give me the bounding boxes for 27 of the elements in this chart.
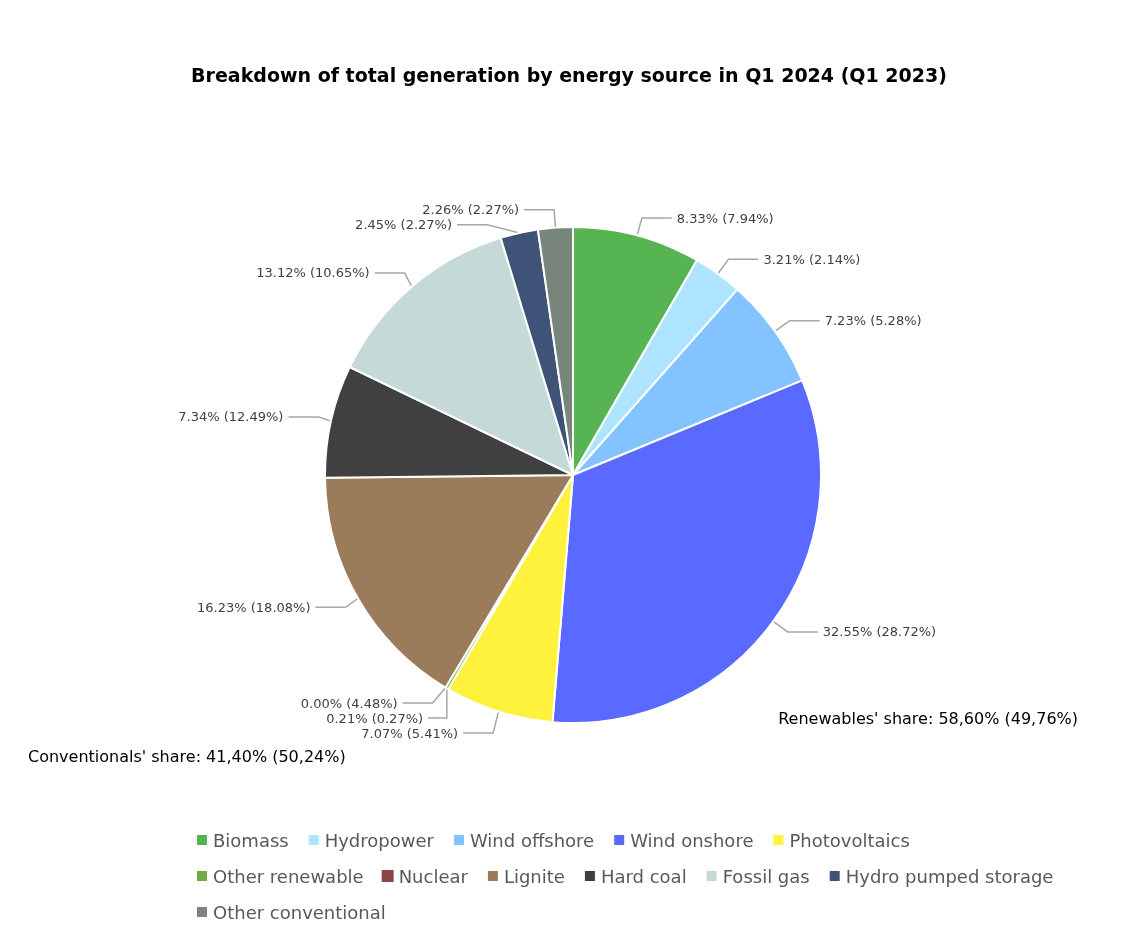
legend-label: Hydro pumped storage: [845, 865, 1054, 887]
data-label: 13.12% (10.65%): [256, 265, 370, 281]
data-label: 3.21% (2.14%): [763, 251, 861, 267]
chart-title: Breakdown of total generation by energy source in Q1 2024 (Q1 2023): [191, 63, 947, 86]
legend-label: Biomass: [213, 829, 289, 851]
legend-label: Hard coal: [600, 865, 687, 887]
legend-label: Wind onshore: [630, 829, 754, 851]
text: Renewables' share: 58,60% (49,76%): [778, 708, 1078, 728]
legend-label: Nuclear: [398, 865, 469, 887]
data-label: 8.33% (7.94%): [676, 210, 774, 226]
data-label: 16.23% (18.08%): [197, 599, 311, 615]
data-label: 32.55% (28.72%): [822, 624, 937, 640]
legend-label: Other conventional: [213, 901, 386, 923]
legend-label: Fossil gas: [722, 865, 810, 887]
data-label: 2.45% (2.27%): [355, 217, 452, 233]
legend-label: Hydropower: [324, 829, 435, 851]
legend-label: Photovoltaics: [789, 829, 910, 851]
legend-label: Wind offshore: [469, 829, 595, 851]
data-label: 2.26% (2.27%): [422, 202, 520, 218]
data-label: 7.34% (12.49%): [178, 409, 284, 425]
data-label: 0.21% (0.27%): [326, 710, 424, 726]
data-label: 7.23% (5.28%): [824, 313, 922, 329]
text: 0.00% (4.48%): [300, 695, 398, 711]
text: Conventionals' share: 41,40% (50,24%): [28, 746, 346, 766]
legend-label: Other renewable: [213, 865, 364, 887]
legend-label: Lignite: [503, 865, 565, 887]
data-label: 7.07% (5.41%): [361, 725, 459, 741]
